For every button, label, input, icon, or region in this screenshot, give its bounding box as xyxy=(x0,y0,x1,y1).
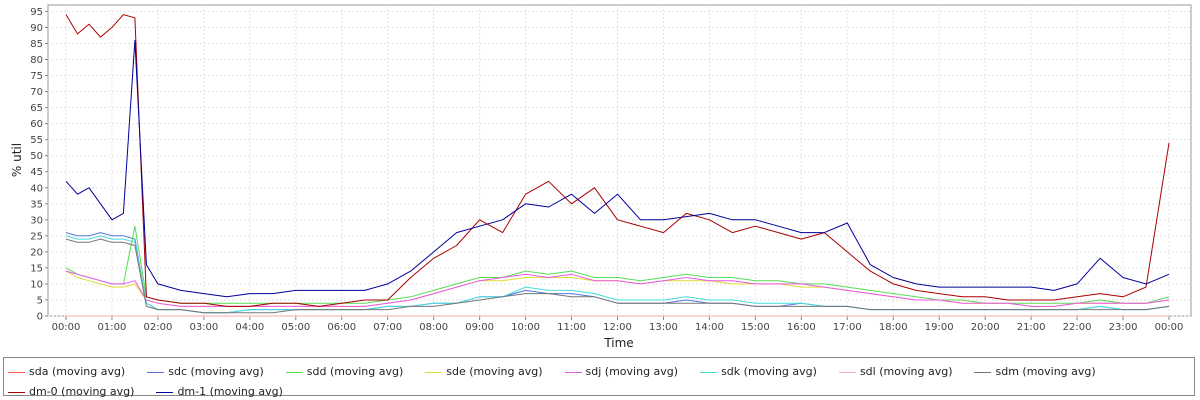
legend-swatch xyxy=(285,371,303,373)
series-line-9 xyxy=(65,39,1170,298)
legend-swatch xyxy=(974,371,992,373)
legend-label: sdc (moving avg) xyxy=(168,365,264,378)
legend-swatch xyxy=(8,391,25,393)
x-tick-label: 12:00 xyxy=(603,322,632,333)
x-tick-label: 13:00 xyxy=(649,322,678,333)
y-tick-label: 80 xyxy=(30,55,43,66)
legend-item: sdm (moving avg) xyxy=(974,363,1096,380)
y-tick-label: 15 xyxy=(30,263,43,274)
series-lines xyxy=(65,14,1170,317)
y-tick-label: 55 xyxy=(30,135,43,146)
y-tick-label: 75 xyxy=(30,71,43,82)
x-tick-label: 08:00 xyxy=(419,322,448,333)
legend-item: sdk (moving avg) xyxy=(700,363,817,380)
legend-item: sdj (moving avg) xyxy=(564,363,679,380)
legend-item: sde (moving avg) xyxy=(425,363,543,380)
legend-item: dm-1 (moving avg) xyxy=(156,383,283,400)
y-tick-label: 50 xyxy=(30,151,43,162)
y-tick-label: 25 xyxy=(30,231,43,242)
y-tick-label: 85 xyxy=(30,39,43,50)
x-tick-label: 19:00 xyxy=(925,322,954,333)
y-tick-label: 5 xyxy=(37,295,43,306)
legend-label: sdl (moving avg) xyxy=(859,365,953,378)
x-tick-label: 07:00 xyxy=(373,322,402,333)
y-tick-label: 20 xyxy=(30,247,43,258)
legend-swatch xyxy=(156,391,174,393)
x-tick-label: 23:00 xyxy=(1109,322,1138,333)
legend-swatch xyxy=(425,371,443,373)
y-tick-label: 0 xyxy=(37,312,43,323)
x-tick-label: 09:00 xyxy=(465,322,494,333)
chart-svg: 0 5 10 15 20 25 30 35 40 45 50 55 60 65 70 75 80 85 90 95 0… xyxy=(10,4,1192,350)
legend-item: sda (moving avg) xyxy=(8,363,125,380)
x-tick-label: 20:00 xyxy=(971,322,1000,333)
y-tick-label: 35 xyxy=(30,199,43,210)
x-tick-label: 00:00 xyxy=(52,322,81,333)
y-axis-ticks: 0 5 10 15 20 25 30 35 40 45 50 55 60 65 70 75 80 85 90 95 xyxy=(30,7,48,323)
x-tick-label: 15:00 xyxy=(741,322,770,333)
x-tick-label: 22:00 xyxy=(1063,322,1092,333)
y-tick-label: 65 xyxy=(30,103,43,114)
y-tick-label: 40 xyxy=(30,183,43,194)
x-axis-label: Time xyxy=(603,336,633,350)
legend-item: sdc (moving avg) xyxy=(147,363,264,380)
series-line-8 xyxy=(65,14,1170,307)
legend-item: sdd (moving avg) xyxy=(285,363,404,380)
y-tick-label: 45 xyxy=(30,167,43,178)
y-tick-label: 95 xyxy=(30,7,43,18)
y-tick-label: 90 xyxy=(30,23,43,34)
y-tick-label: 70 xyxy=(30,87,43,98)
x-tick-label: 17:00 xyxy=(833,322,862,333)
legend-label: dm-0 (moving avg) xyxy=(29,385,135,398)
x-tick-label: 18:00 xyxy=(879,322,908,333)
legend-label: dm-1 (moving avg) xyxy=(177,385,283,398)
legend-item: sdl (moving avg) xyxy=(838,363,953,380)
y-tick-label: 30 xyxy=(30,215,43,226)
legend-label: sde (moving avg) xyxy=(446,365,543,378)
legend-label: sdm (moving avg) xyxy=(995,365,1096,378)
legend: sda (moving avg) sdc (moving avg) sdd (mov… xyxy=(3,357,1195,398)
x-tick-label: 00:00 xyxy=(1155,322,1184,333)
series-line-7 xyxy=(65,238,1170,314)
y-axis-label: % util xyxy=(10,143,24,177)
y-tick-label: 10 xyxy=(30,279,43,290)
x-tick-label: 16:00 xyxy=(787,322,816,333)
y-tick-label: 60 xyxy=(30,119,43,130)
x-tick-label: 03:00 xyxy=(189,322,218,333)
x-tick-label: 02:00 xyxy=(144,322,173,333)
x-tick-label: 21:00 xyxy=(1017,322,1046,333)
x-tick-label: 11:00 xyxy=(557,322,586,333)
legend-label: sdk (moving avg) xyxy=(721,365,817,378)
legend-swatch xyxy=(564,371,582,373)
grid xyxy=(48,5,1191,317)
legend-label: sdd (moving avg) xyxy=(306,365,404,378)
x-tick-label: 01:00 xyxy=(98,322,127,333)
legend-swatch xyxy=(838,371,856,373)
x-tick-label: 14:00 xyxy=(695,322,724,333)
legend-swatch xyxy=(700,371,718,373)
x-tick-label: 10:00 xyxy=(511,322,540,333)
legend-swatch xyxy=(147,371,165,373)
series-line-4 xyxy=(65,270,1170,307)
x-axis-ticks: 00:00 01:00 02:00 03:00 04:00 05:00 06:00 07:00… xyxy=(52,316,1184,333)
legend-item: dm-0 (moving avg) xyxy=(8,383,134,400)
x-tick-label: 05:00 xyxy=(281,322,310,333)
x-tick-label: 04:00 xyxy=(235,322,264,333)
plot-background xyxy=(47,4,1192,317)
legend-label: sda (moving avg) xyxy=(29,365,126,378)
legend-label: sdj (moving avg) xyxy=(585,365,679,378)
x-tick-label: 06:00 xyxy=(327,322,356,333)
legend-swatch xyxy=(8,371,25,373)
